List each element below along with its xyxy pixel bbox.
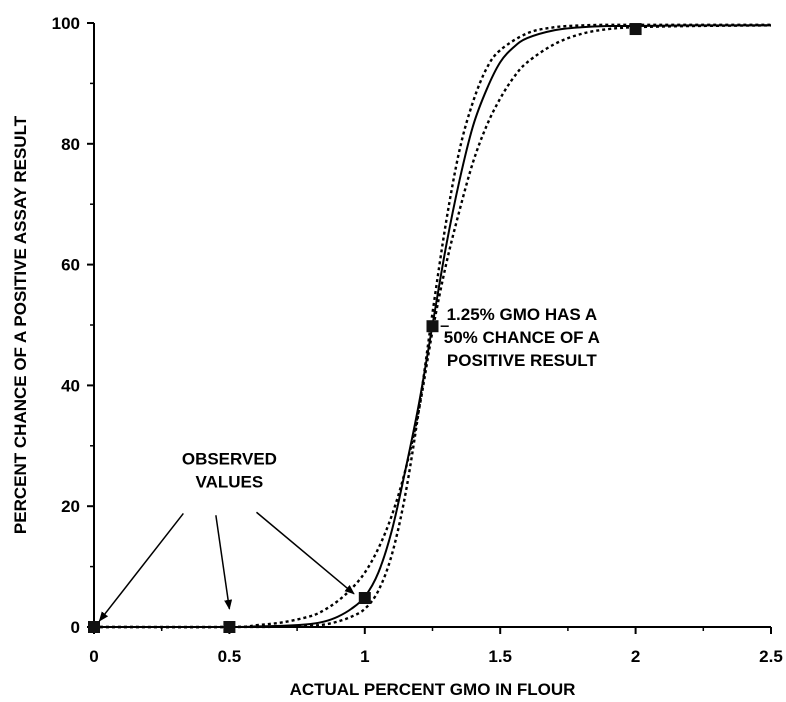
x-axis-title: ACTUAL PERCENT GMO IN FLOUR <box>290 680 576 699</box>
y-tick-label: 0 <box>71 618 80 637</box>
x-tick-label: 0 <box>89 647 98 666</box>
x-tick-label: 1 <box>360 647 369 666</box>
confidence-bound-curve <box>93 23 771 629</box>
observed-values-label: OBSERVED VALUES <box>182 449 277 491</box>
observed-value-marker <box>629 23 642 36</box>
x-tick-label: 2.5 <box>759 647 783 666</box>
y-axis-title: PERCENT CHANCE OF A POSITIVE ASSAY RESUL… <box>11 115 30 534</box>
ticks: 0 0.5 1 1.5 2 2.5 0 20 40 60 80 100 <box>52 14 783 666</box>
observed-value-marker <box>223 621 236 633</box>
y-tick-label: 100 <box>52 14 80 33</box>
y-tick-label: 20 <box>61 497 80 516</box>
y-tick-label: 60 <box>61 256 80 275</box>
x-tick-label: 2 <box>631 647 640 666</box>
y-tick-label: 40 <box>61 376 80 395</box>
annotations: OBSERVED VALUES 1.25% GMO HAS A 50% CHANCE … <box>98 305 600 622</box>
data-markers <box>88 23 642 633</box>
y-tick-label: 80 <box>61 135 80 154</box>
observed-values-arrow <box>98 512 184 622</box>
observed-value-marker <box>426 320 439 333</box>
observed-values-arrow <box>255 511 355 595</box>
x-tick-label: 1.5 <box>488 647 512 666</box>
observed-values-arrow <box>215 515 233 610</box>
observed-value-marker <box>358 592 371 605</box>
x-tick-label: 0.5 <box>218 647 242 666</box>
observed-value-marker <box>88 621 100 633</box>
gmo-50-percent-label: 1.25% GMO HAS A 50% CHANCE OF A POSITIVE R… <box>444 305 600 370</box>
